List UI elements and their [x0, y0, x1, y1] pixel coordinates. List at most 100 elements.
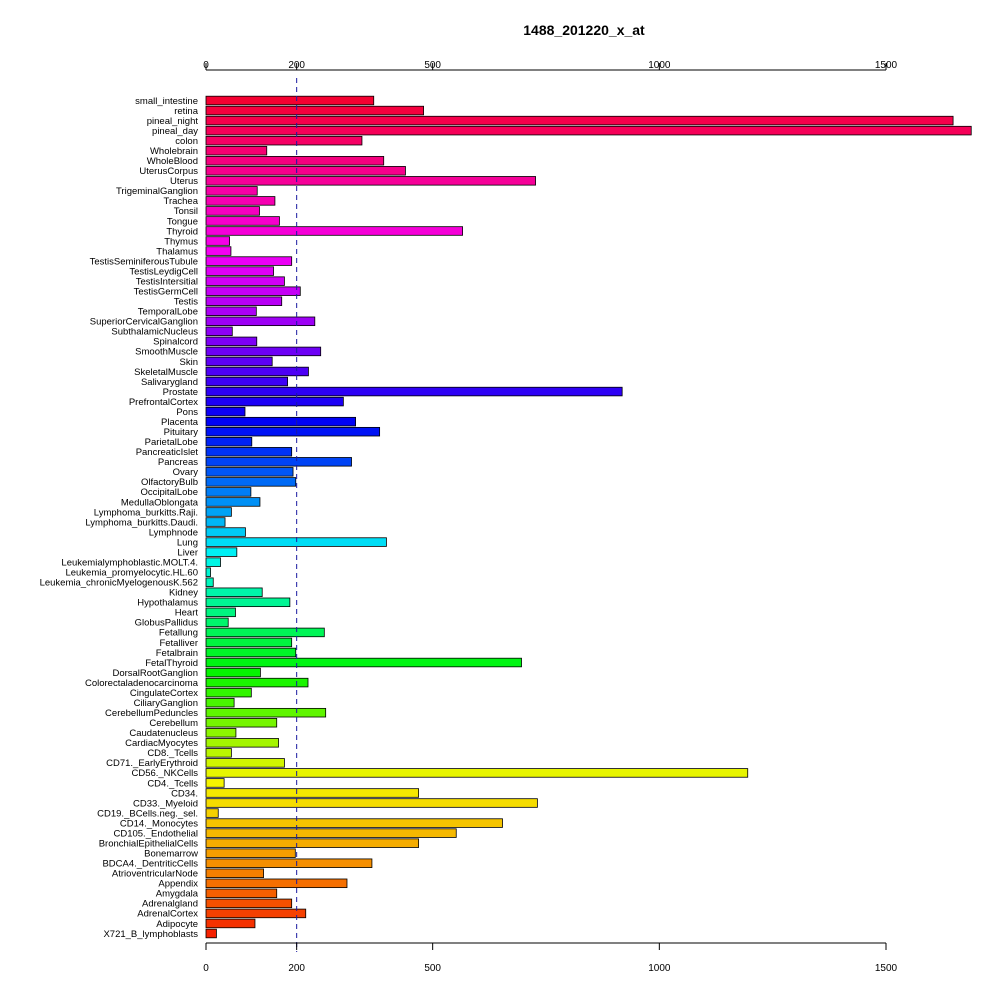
bar	[205, 256, 293, 266]
bar	[205, 868, 264, 878]
bar	[205, 477, 297, 487]
bar	[205, 918, 256, 929]
bar	[205, 115, 954, 126]
bar	[205, 487, 252, 497]
category-label: Pancreas	[158, 457, 198, 468]
category-label: WholeBlood	[147, 156, 198, 167]
bar	[205, 597, 291, 608]
category-label: Pons	[176, 407, 198, 418]
category-labels: small_intestineretinapineal_nightpineal_…	[40, 96, 199, 940]
bar	[205, 467, 294, 477]
bar	[205, 507, 232, 517]
category-label: Thyroid	[166, 226, 198, 237]
bar	[205, 718, 278, 728]
category-label: Prostate	[163, 387, 198, 398]
category-label: Uterus	[170, 176, 198, 187]
bar	[205, 738, 279, 748]
axes-group: 0 200 500 1000 1500 0 200 500 1000 1500	[203, 60, 897, 974]
category-label: BDCA4._DentriticCells	[102, 859, 198, 870]
category-label: CardiacMyocytes	[125, 738, 198, 749]
bar	[205, 497, 261, 507]
category-label: Lymphoma_burkitts.Daudi.	[85, 517, 198, 528]
bar	[205, 898, 293, 909]
category-label: Cerebellum	[149, 718, 198, 729]
bar	[205, 386, 623, 397]
category-label: Tongue	[167, 216, 198, 227]
category-label: TestisGermCell	[134, 287, 198, 298]
bar	[205, 306, 257, 316]
bar	[205, 888, 278, 899]
bar	[205, 567, 211, 577]
category-label: OccipitalLobe	[140, 487, 198, 498]
category-label: Adrenalgland	[142, 899, 198, 910]
bar	[205, 266, 274, 276]
tick-label: 500	[424, 60, 441, 71]
category-label: TemporalLobe	[138, 307, 198, 318]
bar	[205, 226, 463, 236]
category-label: UterusCorpus	[139, 166, 198, 177]
bar	[205, 617, 229, 628]
tick-label: 0	[203, 60, 209, 71]
category-label: small_intestine	[135, 96, 198, 107]
bar	[205, 356, 273, 367]
category-label: FetalThyroid	[145, 658, 198, 669]
category-label: CingulateCortex	[130, 688, 198, 699]
category-label: pineal_night	[147, 116, 199, 127]
category-label: Skin	[180, 357, 198, 368]
bar	[205, 798, 538, 808]
category-label: MedullaOblongata	[121, 497, 199, 508]
category-label: CD56._NKCells	[131, 768, 198, 779]
category-label: GlobusPallidus	[135, 618, 199, 629]
category-label: TestisIntersitial	[136, 276, 198, 287]
bar	[205, 707, 327, 718]
bar	[205, 326, 233, 337]
category-label: Adipocyte	[156, 919, 198, 930]
bar	[205, 647, 297, 658]
tick-label: 500	[424, 963, 441, 974]
category-label: Lung	[177, 537, 198, 548]
category-label: AdrenalCortex	[137, 909, 198, 920]
category-label: Fetallung	[159, 628, 198, 639]
category-label: retina	[174, 106, 198, 117]
bar	[205, 176, 536, 186]
bar	[205, 186, 258, 196]
category-label: CD33._Myeloid	[133, 798, 198, 809]
category-label: CerebellumPeduncles	[105, 708, 198, 719]
bar	[205, 607, 236, 618]
bar	[205, 196, 276, 206]
bar	[205, 416, 357, 427]
tick-label: 200	[288, 963, 305, 974]
bar	[205, 677, 309, 688]
category-label: Heart	[175, 608, 199, 619]
bar	[205, 406, 246, 417]
bar	[205, 758, 285, 768]
category-label: Tonsil	[174, 206, 198, 217]
category-label: Leukemia_chronicMyelogenousK.562	[40, 578, 198, 589]
bar	[205, 788, 420, 798]
bar	[205, 627, 325, 638]
category-label: OlfactoryBulb	[141, 477, 198, 488]
bar	[205, 426, 381, 437]
tick-label: 1000	[648, 963, 671, 974]
category-label: TrigeminalGanglion	[116, 186, 198, 197]
bar	[205, 336, 258, 347]
bar	[205, 135, 363, 146]
tick-label: 1500	[875, 963, 898, 974]
category-label: Wholebrain	[150, 146, 198, 157]
category-label: Bonemarrow	[144, 849, 198, 860]
category-label: CD105._Endothelial	[113, 828, 198, 839]
bar	[205, 145, 268, 156]
bar	[205, 286, 301, 296]
bar	[205, 166, 406, 176]
tick-label: 200	[288, 60, 305, 71]
tick-label: 1000	[648, 60, 671, 71]
category-label: Appendix	[158, 879, 198, 890]
category-label: X721_B_lymphoblasts	[103, 929, 198, 940]
category-label: Kidney	[169, 588, 198, 599]
bar	[205, 667, 261, 678]
category-label: PrefrontalCortex	[129, 397, 198, 408]
category-label: Salivarygland	[141, 377, 198, 388]
category-label: DorsalRootGanglion	[112, 668, 198, 679]
bar	[205, 858, 373, 868]
